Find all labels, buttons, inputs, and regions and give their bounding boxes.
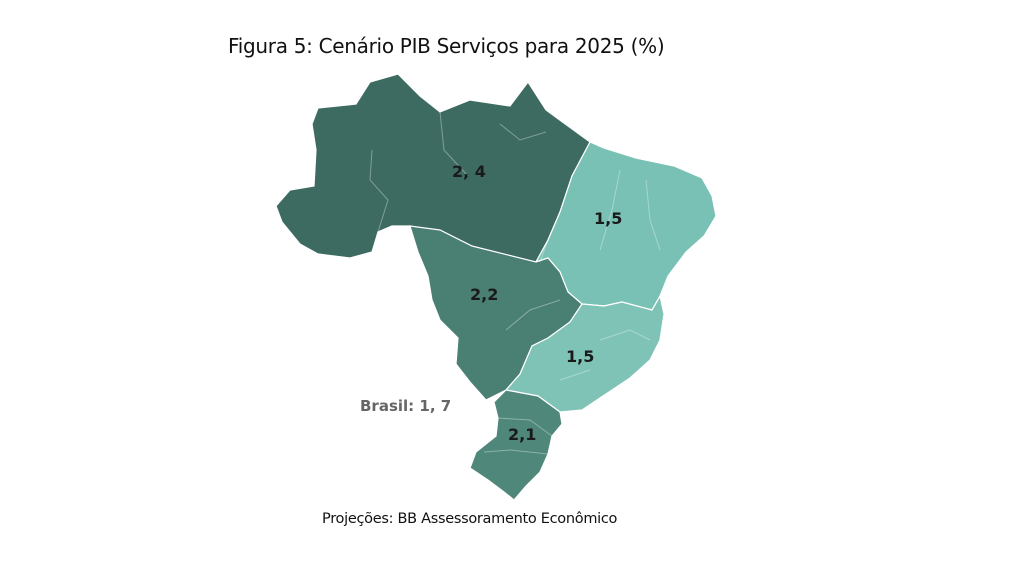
figure-title: Figura 5: Cenário PIB Serviços para 2025… bbox=[228, 34, 665, 58]
state-borders bbox=[369, 111, 661, 455]
label-centro-oeste: 2,2 bbox=[470, 285, 498, 304]
label-nordeste: 1,5 bbox=[594, 209, 622, 228]
label-sul: 2,1 bbox=[508, 425, 536, 444]
national-value-label: Brasil: 1, 7 bbox=[360, 397, 452, 415]
region-sul bbox=[469, 389, 563, 501]
figure-source: Projeções: BB Assessoramento Econômico bbox=[322, 511, 618, 527]
label-norte: 2, 4 bbox=[452, 162, 486, 181]
region-sudeste bbox=[504, 294, 665, 413]
label-sudeste: 1,5 bbox=[566, 347, 594, 366]
